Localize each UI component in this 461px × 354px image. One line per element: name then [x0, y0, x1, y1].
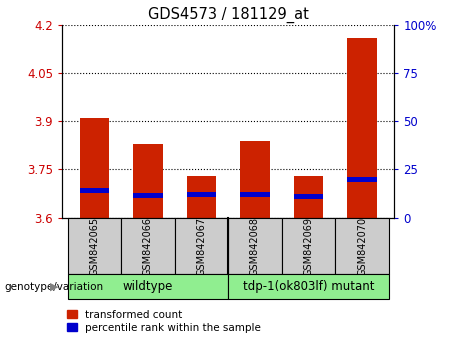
Text: wildtype: wildtype [123, 280, 173, 293]
Text: GSM842065: GSM842065 [89, 216, 100, 276]
FancyBboxPatch shape [228, 274, 389, 299]
FancyBboxPatch shape [175, 218, 228, 274]
Bar [294, 194, 323, 199]
FancyBboxPatch shape [282, 218, 335, 274]
FancyBboxPatch shape [335, 218, 389, 274]
Legend: transformed count, percentile rank within the sample: transformed count, percentile rank withi… [67, 310, 261, 333]
Bar [80, 118, 109, 218]
Bar [294, 176, 323, 218]
Text: GSM842066: GSM842066 [143, 217, 153, 275]
Bar [133, 193, 163, 198]
Bar [187, 176, 216, 218]
Text: GSM842067: GSM842067 [196, 216, 207, 276]
Bar [240, 141, 270, 218]
Text: GSM842069: GSM842069 [303, 217, 313, 275]
FancyBboxPatch shape [68, 274, 228, 299]
Bar [133, 144, 163, 218]
Bar [80, 188, 109, 193]
Text: GSM842068: GSM842068 [250, 217, 260, 275]
Title: GDS4573 / 181129_at: GDS4573 / 181129_at [148, 7, 308, 23]
Text: GSM842070: GSM842070 [357, 216, 367, 276]
Bar [240, 192, 270, 197]
Bar [347, 177, 377, 182]
Text: genotype/variation: genotype/variation [5, 282, 104, 292]
Bar [187, 192, 216, 197]
FancyBboxPatch shape [68, 218, 121, 274]
Text: ▶: ▶ [50, 282, 59, 292]
FancyBboxPatch shape [121, 218, 175, 274]
FancyBboxPatch shape [228, 218, 282, 274]
Text: tdp-1(ok803lf) mutant: tdp-1(ok803lf) mutant [243, 280, 374, 293]
Bar [347, 38, 377, 218]
